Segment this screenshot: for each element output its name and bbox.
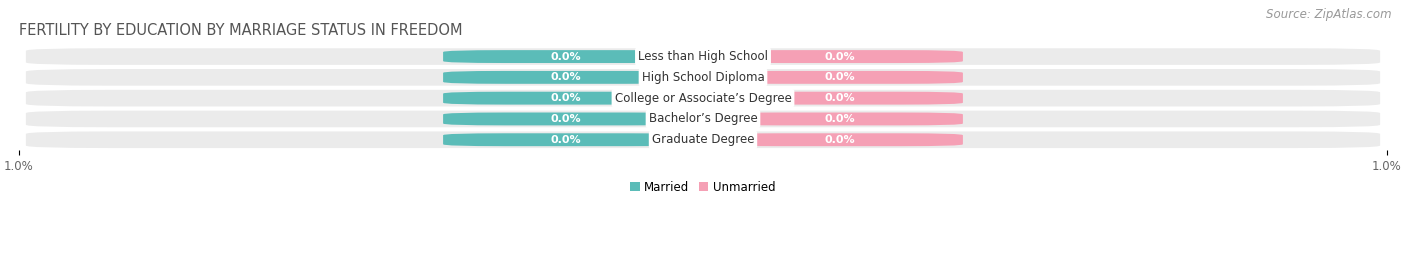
Text: 0.0%: 0.0%: [824, 93, 855, 103]
Text: Graduate Degree: Graduate Degree: [652, 133, 754, 146]
FancyBboxPatch shape: [717, 50, 963, 63]
Text: 0.0%: 0.0%: [551, 52, 582, 62]
Text: Less than High School: Less than High School: [638, 50, 768, 63]
FancyBboxPatch shape: [25, 90, 1381, 106]
Text: 0.0%: 0.0%: [551, 93, 582, 103]
Text: Source: ZipAtlas.com: Source: ZipAtlas.com: [1267, 8, 1392, 21]
Text: College or Associate’s Degree: College or Associate’s Degree: [614, 92, 792, 105]
FancyBboxPatch shape: [25, 48, 1381, 65]
Text: 0.0%: 0.0%: [551, 114, 582, 124]
Legend: Married, Unmarried: Married, Unmarried: [626, 176, 780, 198]
FancyBboxPatch shape: [25, 111, 1381, 127]
FancyBboxPatch shape: [443, 71, 689, 84]
FancyBboxPatch shape: [25, 69, 1381, 86]
FancyBboxPatch shape: [443, 113, 689, 125]
FancyBboxPatch shape: [717, 71, 963, 84]
Text: 0.0%: 0.0%: [824, 52, 855, 62]
Text: 0.0%: 0.0%: [824, 135, 855, 145]
FancyBboxPatch shape: [25, 131, 1381, 148]
FancyBboxPatch shape: [717, 92, 963, 104]
Text: FERTILITY BY EDUCATION BY MARRIAGE STATUS IN FREEDOM: FERTILITY BY EDUCATION BY MARRIAGE STATU…: [20, 23, 463, 38]
FancyBboxPatch shape: [443, 50, 689, 63]
FancyBboxPatch shape: [717, 133, 963, 146]
FancyBboxPatch shape: [443, 92, 689, 104]
Text: 0.0%: 0.0%: [824, 72, 855, 82]
Text: 0.0%: 0.0%: [824, 114, 855, 124]
Text: High School Diploma: High School Diploma: [641, 71, 765, 84]
Text: Bachelor’s Degree: Bachelor’s Degree: [648, 112, 758, 126]
Text: 0.0%: 0.0%: [551, 135, 582, 145]
FancyBboxPatch shape: [443, 133, 689, 146]
FancyBboxPatch shape: [717, 113, 963, 125]
Text: 0.0%: 0.0%: [551, 72, 582, 82]
